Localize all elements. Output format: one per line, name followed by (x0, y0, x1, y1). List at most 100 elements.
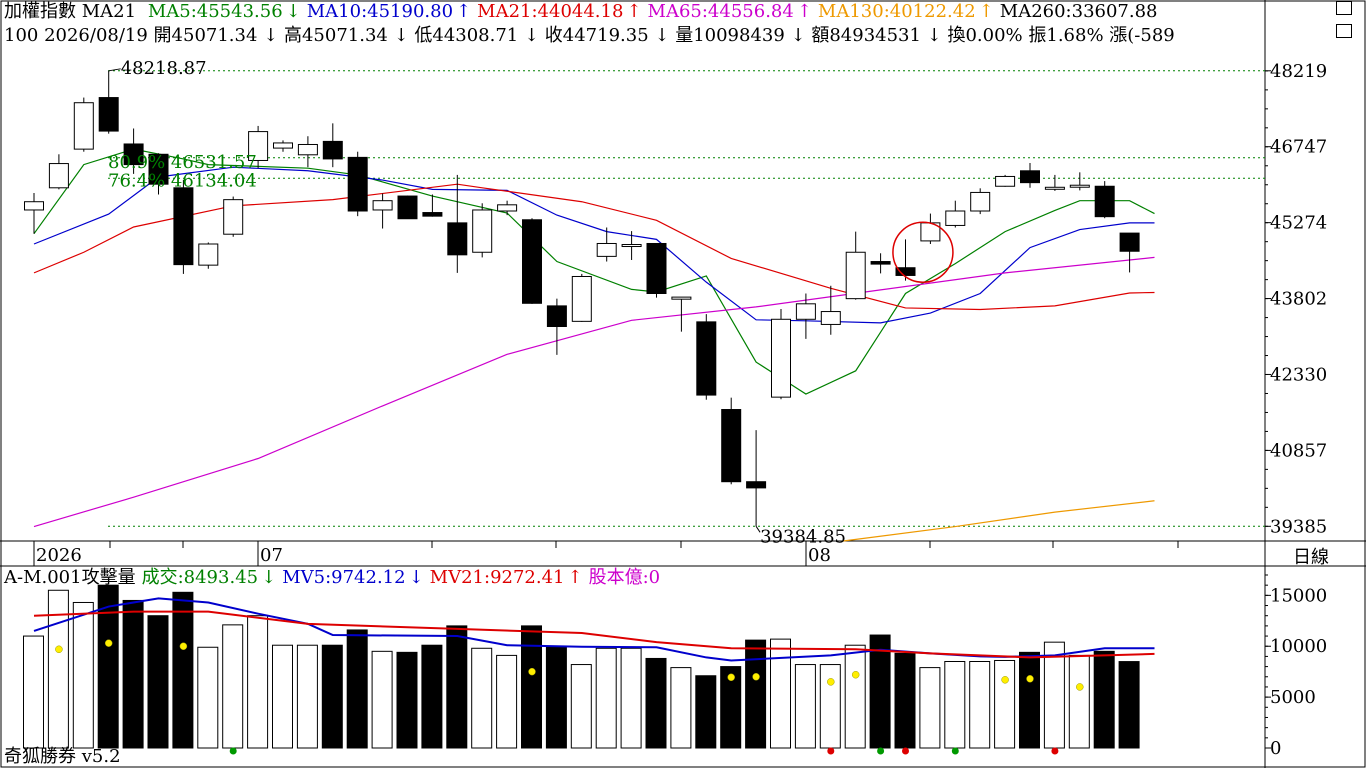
price-ma-line-ma10 (33, 166, 1155, 324)
ma-value-4: MA130:40122.42 (817, 1, 976, 22)
ohlc-info-line: 100 2026/08/19 開45071.34 ↓ 高45071.34 ↓ 低… (4, 25, 1175, 46)
candle-body (820, 311, 841, 325)
ma-arrow-1: ↑ (456, 1, 472, 22)
price-ma-line-ma130 (843, 500, 1155, 542)
volume-bar (894, 652, 916, 749)
volume-bar (695, 675, 717, 749)
price-axis-label: 40857 (1270, 440, 1327, 461)
candle-body (621, 244, 642, 248)
volume-bar (969, 661, 991, 749)
volume-bar (770, 638, 791, 749)
candle-body (970, 191, 991, 212)
candle-body (522, 219, 542, 304)
volume-bar (595, 647, 617, 749)
candle-body (98, 97, 119, 132)
candle-body (721, 409, 742, 483)
price-ma-line-ma65 (33, 256, 1155, 528)
restore-button[interactable] (1336, 24, 1352, 38)
volume-axis-label: 5000 (1270, 687, 1316, 708)
ma-arrow-0: ↓ (285, 1, 301, 22)
volume-bottom-dot (951, 747, 959, 755)
fib-label-80: 80.9% 46531.57 (108, 152, 257, 173)
candle-body (472, 209, 493, 253)
volume-ma-line-mv21 (33, 610, 1155, 659)
candle-body (497, 204, 518, 212)
price-axis-label: 42330 (1270, 364, 1327, 385)
index-name: 加權指數 (4, 1, 76, 22)
highlight-circle (892, 221, 954, 283)
ma-info-line: 加權指數 MA21 MA5:45543.56 ↓ MA10:45190.80 ↑ MA2… (4, 2, 1158, 22)
candle-body (198, 243, 219, 266)
ma-value-1: MA10:45190.80 (306, 1, 454, 22)
volume-info-line: A-M.001攻擊量 成交:8493.45 ↓ MV5:9742.12 ↓ MV21:92… (4, 568, 660, 588)
volume-bar (446, 625, 468, 749)
volume-bar (620, 647, 642, 749)
volume-bar (720, 666, 742, 749)
high-pointer (108, 68, 121, 72)
volume-bar (321, 644, 343, 749)
candle-body (995, 175, 1016, 187)
candle-body (48, 163, 69, 189)
software-version: 奇狐勝券 v5.2 (4, 746, 121, 767)
candle-body (173, 187, 194, 266)
x-axis-label: 2026 (36, 545, 82, 566)
volume-bottom-dot (902, 747, 909, 755)
ma-values: MA5:45543.56 ↓ MA10:45190.80 ↑ MA21:44044.18… (142, 1, 1158, 22)
volume-signal-dot (727, 673, 735, 682)
candle-body (447, 222, 468, 256)
high-price-label: 48218.87 (121, 58, 207, 79)
volume-signal-dot (104, 639, 113, 647)
candle-body (1119, 232, 1140, 252)
volume-bar (72, 601, 94, 749)
volume-bar (545, 645, 567, 749)
ma-arrow-3: ↑ (796, 1, 812, 22)
candle-body (297, 143, 318, 156)
candle-body (746, 481, 767, 489)
volume-bar (272, 644, 293, 749)
candle-body (397, 195, 418, 220)
ma-value-5: MA260:33607.88 (999, 1, 1158, 22)
volume-info-4: 股本億:0 (588, 567, 661, 588)
period-label[interactable]: 日線 (1293, 547, 1329, 568)
ma-arrow-2: ↑ (626, 1, 642, 22)
volume-bar (994, 659, 1016, 749)
candle-body (73, 102, 94, 150)
volume-bottom-dot (877, 747, 885, 755)
price-axis-label: 46747 (1270, 137, 1327, 158)
volume-arrow-3: ↑ (567, 567, 583, 588)
volume-bar (97, 584, 119, 749)
candle-body (148, 153, 169, 185)
candle-body (223, 199, 244, 235)
candle-body (347, 156, 368, 212)
volume-bar (222, 624, 244, 749)
volume-bar (371, 650, 393, 749)
volume-bottom-dot (1051, 747, 1059, 755)
candle-body (1069, 184, 1090, 188)
ma-label: MA21 (81, 1, 137, 22)
volume-bar (844, 644, 866, 749)
price-axis-label: 48219 (1270, 61, 1327, 82)
volume-bar (1118, 661, 1140, 749)
volume-bar (396, 651, 418, 749)
volume-bar (794, 664, 816, 749)
price-axis-label: 39385 (1270, 516, 1327, 537)
volume-bar (1068, 654, 1090, 749)
volume-bar (23, 635, 44, 749)
volume-bar (172, 591, 194, 749)
candle-body (596, 242, 617, 257)
low-pointer (755, 526, 761, 533)
candle-body (771, 318, 791, 398)
volume-bar (745, 639, 767, 749)
low-price-label: 39384.85 (760, 526, 846, 547)
candle-body (24, 201, 44, 211)
candle-body (1044, 186, 1065, 190)
volume-axis-label: 10000 (1270, 636, 1327, 657)
candle-body (646, 242, 667, 294)
volume-axis-label: 15000 (1270, 585, 1327, 606)
volume-bar (247, 615, 269, 749)
volume-signal-dot (55, 645, 63, 654)
volume-bar (1093, 650, 1115, 749)
volume-info-0: A-M.001攻擊量 (4, 567, 136, 588)
